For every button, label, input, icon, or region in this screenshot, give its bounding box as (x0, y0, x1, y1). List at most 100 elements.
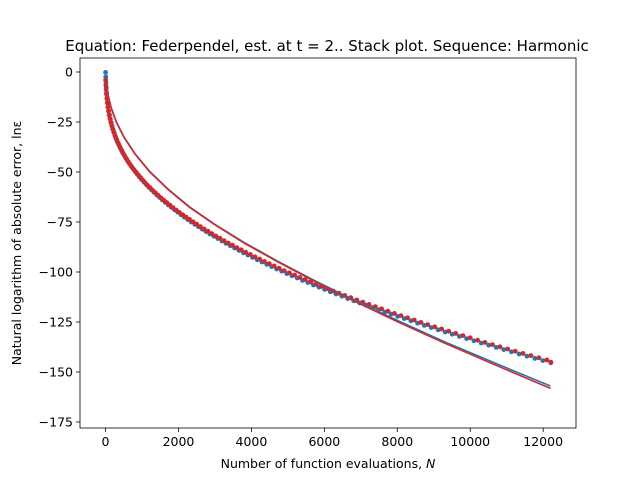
data-point (456, 334, 462, 339)
data-point (286, 270, 292, 276)
x-axis-label: Number of function evaluations, N (221, 456, 436, 471)
data-point (418, 320, 424, 325)
series-layer (103, 70, 554, 390)
data-point (292, 272, 297, 278)
data-point (379, 306, 384, 312)
data-point (107, 116, 113, 121)
y-tick-label: −75 (47, 215, 73, 230)
data-point (467, 335, 473, 341)
y-tick-label: 0 (65, 65, 73, 80)
x-axis-label-variable: N (426, 456, 436, 471)
data-point (247, 252, 253, 257)
data-point (405, 315, 410, 321)
data-point (453, 331, 459, 336)
data-point (104, 100, 110, 106)
x-tick-label: 4000 (236, 434, 268, 449)
data-point (271, 263, 277, 269)
data-point (532, 356, 538, 361)
data-point (297, 275, 303, 280)
data-point (230, 242, 235, 248)
series-3 (104, 80, 551, 390)
data-point (205, 228, 211, 234)
data-point (425, 322, 431, 327)
x-axis: 0 2000 4000 6000 8000 10000 12000 (102, 428, 563, 449)
data-point (505, 346, 511, 352)
data-point (449, 331, 455, 337)
data-point (432, 324, 438, 330)
data-point (194, 221, 200, 227)
data-point (257, 256, 263, 262)
y-tick-label: −50 (47, 165, 73, 180)
x-tick-label: 8000 (381, 434, 413, 449)
data-point (520, 351, 526, 356)
data-point (460, 333, 466, 338)
data-point (106, 108, 111, 114)
data-point (509, 349, 514, 355)
data-point (411, 317, 417, 323)
data-point (276, 265, 282, 271)
x-tick-label: 10000 (450, 434, 490, 449)
x-tick-label: 2000 (163, 434, 195, 449)
data-point (243, 249, 249, 255)
data-point (106, 112, 112, 118)
data-point (536, 355, 542, 361)
y-tick-label: −25 (47, 115, 73, 130)
data-point (105, 104, 111, 110)
y-tick-label: −175 (39, 415, 73, 430)
data-point (103, 70, 108, 75)
y-axis: 0 −25 −50 −75 −100 −125 −150 −175 (39, 65, 80, 430)
data-point (262, 259, 267, 264)
data-point (180, 212, 186, 218)
y-tick-label: −150 (39, 365, 73, 380)
data-point (512, 348, 518, 354)
data-point (183, 214, 189, 220)
data-point (176, 210, 182, 215)
data-point (464, 336, 469, 341)
x-tick-label: 0 (102, 434, 110, 449)
series-2 (104, 79, 551, 387)
data-point (516, 351, 522, 357)
data-point (372, 304, 378, 309)
data-point (482, 340, 488, 345)
data-point (490, 342, 495, 347)
data-point (187, 217, 192, 222)
data-point (446, 328, 452, 334)
series-0 (103, 70, 554, 366)
plot-area (79, 57, 577, 429)
data-point (221, 238, 227, 244)
data-point (544, 357, 550, 363)
data-point (234, 245, 240, 251)
data-point (398, 313, 404, 318)
data-point (225, 240, 231, 246)
data-point (213, 233, 219, 239)
x-tick-label: 6000 (308, 434, 340, 449)
data-point (366, 302, 372, 307)
y-tick-label: −100 (39, 265, 73, 280)
data-point (201, 226, 207, 232)
series-line (104, 80, 551, 390)
data-point (266, 261, 272, 266)
y-axis-label: Natural logarithm of absolute error, lnε (9, 121, 24, 365)
series-1 (103, 77, 554, 365)
data-point (478, 340, 484, 346)
data-point (302, 277, 308, 282)
y-tick-label: −125 (39, 315, 73, 330)
data-point (475, 337, 480, 343)
data-point (524, 353, 530, 359)
data-point (439, 326, 445, 332)
data-point (238, 247, 244, 253)
data-point (497, 344, 503, 350)
data-point (209, 231, 215, 237)
x-axis-label-text: Number of function evaluations, (221, 456, 426, 471)
data-point (252, 254, 258, 260)
data-point (392, 311, 397, 316)
data-point (501, 347, 507, 352)
data-point (493, 345, 499, 350)
data-point (528, 353, 534, 358)
data-point (540, 358, 546, 363)
series-line (104, 79, 551, 387)
axes-frame (79, 57, 577, 429)
data-point (471, 338, 477, 344)
data-point (385, 308, 391, 314)
